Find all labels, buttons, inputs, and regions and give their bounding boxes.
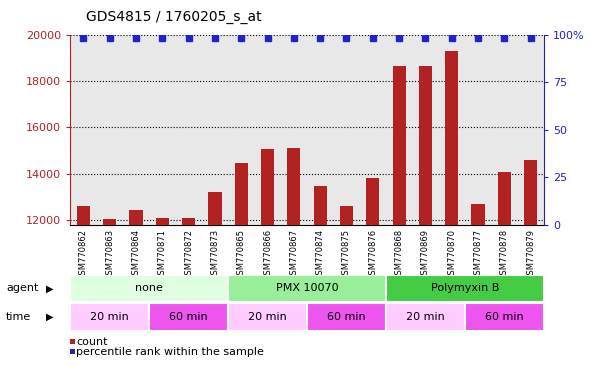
Bar xyxy=(386,275,544,302)
Text: GSM770875: GSM770875 xyxy=(342,229,351,280)
Bar xyxy=(103,219,116,225)
Text: 60 min: 60 min xyxy=(327,312,366,322)
Text: GSM770867: GSM770867 xyxy=(290,229,298,280)
Bar xyxy=(313,186,327,225)
Text: GSM770871: GSM770871 xyxy=(158,229,167,280)
Text: Polymyxin B: Polymyxin B xyxy=(431,283,499,293)
Bar xyxy=(445,51,458,225)
Text: GSM770870: GSM770870 xyxy=(447,229,456,280)
Bar xyxy=(287,148,301,225)
Text: PMX 10070: PMX 10070 xyxy=(276,283,338,293)
Text: 60 min: 60 min xyxy=(169,312,208,322)
Text: 20 min: 20 min xyxy=(90,312,129,322)
Text: GSM770862: GSM770862 xyxy=(79,229,88,280)
Bar xyxy=(235,163,248,225)
Bar xyxy=(498,172,511,225)
Bar xyxy=(228,303,307,331)
Bar xyxy=(228,275,386,302)
Text: GSM770878: GSM770878 xyxy=(500,229,509,280)
Bar xyxy=(208,192,222,225)
Bar xyxy=(182,218,196,225)
Text: GSM770877: GSM770877 xyxy=(474,229,483,280)
Text: GDS4815 / 1760205_s_at: GDS4815 / 1760205_s_at xyxy=(86,10,261,23)
Text: GSM770876: GSM770876 xyxy=(368,229,378,280)
Text: GSM770879: GSM770879 xyxy=(526,229,535,280)
Text: GSM770868: GSM770868 xyxy=(395,229,404,280)
Bar xyxy=(261,149,274,225)
Bar xyxy=(340,206,353,225)
Bar xyxy=(149,303,228,331)
Text: ▶: ▶ xyxy=(46,283,53,293)
Text: count: count xyxy=(76,337,108,347)
Bar xyxy=(419,66,432,225)
Text: GSM770873: GSM770873 xyxy=(210,229,219,280)
Bar xyxy=(524,160,537,225)
Bar xyxy=(77,206,90,225)
Text: agent: agent xyxy=(6,283,38,293)
Text: GSM770866: GSM770866 xyxy=(263,229,272,280)
Text: none: none xyxy=(135,283,163,293)
Bar xyxy=(70,275,228,302)
Bar xyxy=(386,303,465,331)
Text: time: time xyxy=(6,312,31,322)
Text: GSM770872: GSM770872 xyxy=(184,229,193,280)
Bar xyxy=(130,210,142,225)
Text: GSM770864: GSM770864 xyxy=(131,229,141,280)
Text: 20 min: 20 min xyxy=(406,312,445,322)
Bar xyxy=(392,66,406,225)
Text: 60 min: 60 min xyxy=(485,312,524,322)
Bar xyxy=(307,303,386,331)
Bar xyxy=(366,178,379,225)
Bar xyxy=(472,204,485,225)
Text: GSM770865: GSM770865 xyxy=(236,229,246,280)
Bar xyxy=(156,218,169,225)
Text: GSM770874: GSM770874 xyxy=(316,229,324,280)
Text: ▶: ▶ xyxy=(46,312,53,322)
Text: 20 min: 20 min xyxy=(248,312,287,322)
Text: GSM770863: GSM770863 xyxy=(105,229,114,280)
Text: percentile rank within the sample: percentile rank within the sample xyxy=(76,347,264,357)
Text: GSM770869: GSM770869 xyxy=(421,229,430,280)
Bar xyxy=(465,303,544,331)
Bar xyxy=(70,303,149,331)
